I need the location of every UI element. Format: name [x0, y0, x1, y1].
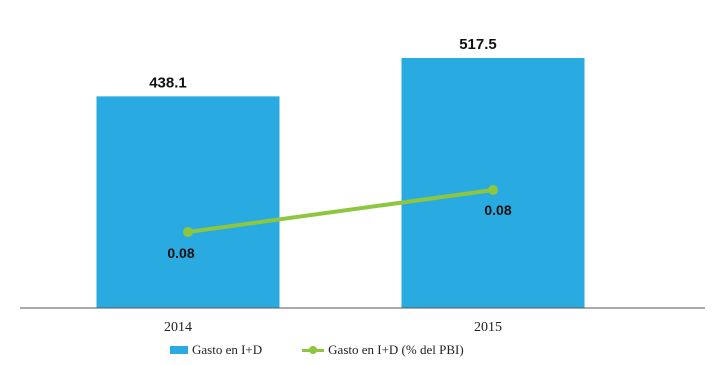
legend: Gasto en I+D Gasto en I+D (% del PBI)	[170, 342, 464, 358]
legend-swatch-line	[302, 346, 325, 354]
line-point-2015	[488, 185, 498, 195]
legend-label-line: Gasto en I+D (% del PBI)	[328, 342, 464, 357]
line-value-label-2014: 0.08	[167, 245, 194, 261]
line-series	[187, 188, 494, 234]
line-value-label-2015: 0.08	[484, 202, 511, 218]
legend-swatch-bar	[170, 346, 188, 354]
legend-item-line: Gasto en I+D (% del PBI)	[302, 342, 464, 358]
bar-2015	[401, 58, 585, 308]
bar-value-label-2014: 438.1	[149, 74, 187, 91]
legend-label-bar: Gasto en I+D	[192, 342, 263, 357]
bar-2014	[96, 96, 280, 309]
line-point-2014	[183, 227, 193, 237]
x-tick-label-2015: 2015	[474, 320, 502, 335]
bar-value-label-2015: 517.5	[459, 36, 497, 53]
x-tick-label-2014: 2014	[164, 320, 192, 335]
legend-item-bar: Gasto en I+D	[170, 342, 262, 358]
